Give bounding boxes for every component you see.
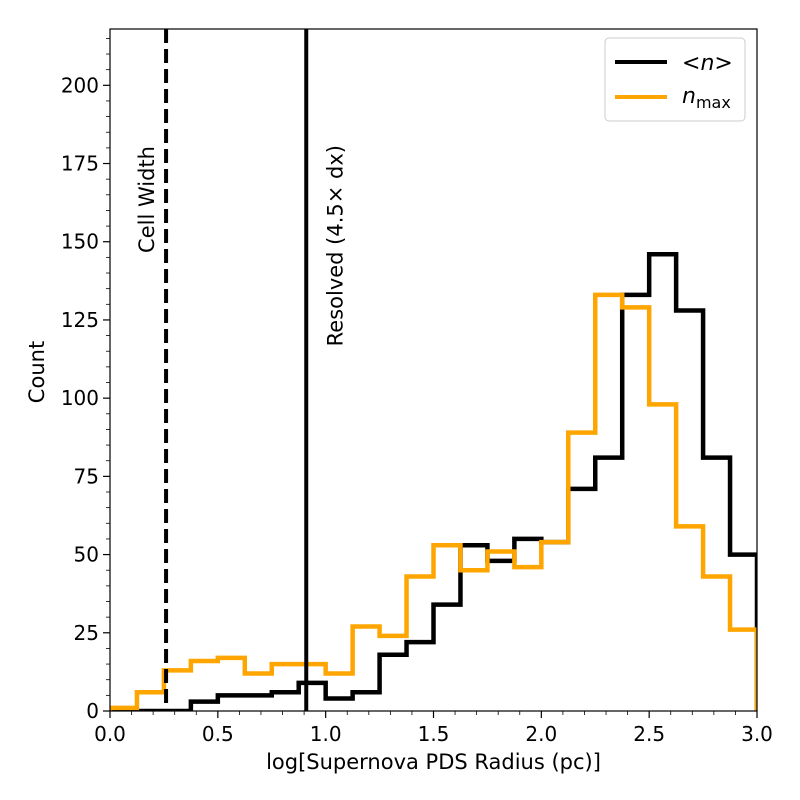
x-tick-label: 3.0: [741, 722, 773, 746]
y-tick-label: 25: [74, 621, 99, 645]
legend-box: [604, 37, 746, 122]
y-tick-label: 150: [61, 230, 99, 254]
x-tick-label: 1.0: [310, 722, 342, 746]
legend: <n> nmax: [604, 37, 746, 122]
x-tick-label: 2.5: [633, 722, 665, 746]
x-tick-label: 0.0: [94, 722, 126, 746]
y-tick-label: 75: [74, 464, 99, 488]
legend-label-mean-n: <n>: [682, 51, 733, 76]
y-tick-label: 50: [74, 543, 99, 567]
x-axis-title: log[Supernova PDS Radius (pc)]: [266, 750, 601, 774]
histogram-series-mean-n: [110, 251, 757, 711]
y-tick-label: 200: [61, 73, 99, 97]
y-tick-label: 100: [61, 386, 99, 410]
cell-width-label: Cell Width: [135, 146, 159, 253]
y-tick-label: 0: [86, 699, 99, 723]
x-axis: 0.0 0.5 1.0 1.5 2.0 2.5 3.0: [94, 711, 773, 746]
plot-frame: [109, 28, 758, 712]
x-tick-label: 0.5: [202, 722, 234, 746]
y-tick-label: 175: [61, 152, 99, 176]
y-tick-label: 125: [61, 308, 99, 332]
legend-label-n-max: nmax: [682, 84, 731, 112]
x-tick-label: 1.5: [418, 722, 450, 746]
x-tick-label: 2.0: [525, 722, 557, 746]
y-axis: 0 25 50 75 100 125 150 175 200: [61, 37, 110, 723]
plot-area: [110, 251, 757, 711]
histogram-series-n-max: [110, 292, 757, 711]
y-axis-title: Count: [25, 341, 49, 403]
annotations: Cell Width Resolved (4.5× dx): [135, 29, 347, 711]
resolved-label: Resolved (4.5× dx): [323, 145, 347, 346]
